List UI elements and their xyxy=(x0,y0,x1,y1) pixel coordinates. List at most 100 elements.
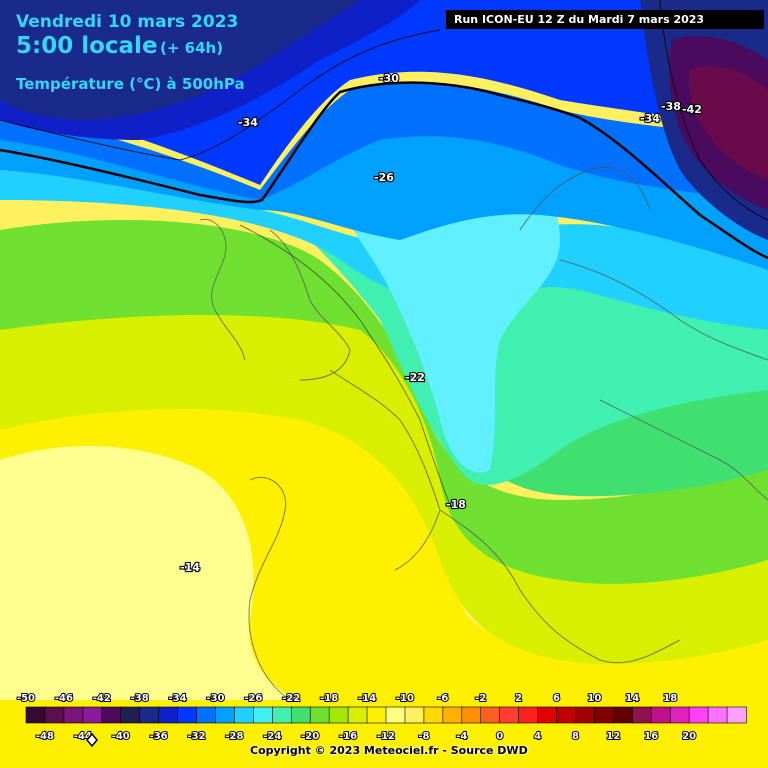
legend-bottom-label: -16 xyxy=(339,731,357,742)
coast-iberia xyxy=(248,476,291,701)
legend-bottom-label: -40 xyxy=(112,731,130,742)
contour-label: -30 xyxy=(379,72,399,85)
legend-bottom-label: -48 xyxy=(36,731,54,742)
legend-top-label: -18 xyxy=(320,693,338,704)
legend-swatch xyxy=(688,706,709,724)
forecast-offset: (+ 64h) xyxy=(160,39,224,57)
legend-top-label: -34 xyxy=(169,693,187,704)
legend-bottom-label: -4 xyxy=(456,731,467,742)
color-legend: -50 -46 -42 -38 -34 -30 -26 -22 -18 -14 -10 -6 -2 2 6 1… xyxy=(16,692,747,748)
coast-france xyxy=(329,369,441,571)
forecast-date: Vendredi 10 mars 2023 xyxy=(16,12,239,32)
legend-swatch xyxy=(537,706,558,724)
legend-swatch xyxy=(556,706,577,724)
legend-swatch xyxy=(82,706,103,724)
legend-swatch xyxy=(177,706,198,724)
legend-top-label: -46 xyxy=(55,693,73,704)
contour-minus34 xyxy=(0,29,441,161)
legend-bottom-label: 20 xyxy=(682,731,696,742)
legend-top-label: 6 xyxy=(553,693,560,704)
legend-bottom-labels: -48 -44 -40 -36 -32 -28 -24 -20 -16 -12 -8 -4 0 4 8 12 1… xyxy=(35,730,697,743)
coast-italy-med xyxy=(439,509,681,664)
legend-bottom-label: -8 xyxy=(418,731,429,742)
legend-swatches xyxy=(25,706,747,724)
legend-bottom-label: -32 xyxy=(187,731,205,742)
legend-swatch xyxy=(423,706,444,724)
legend-swatch xyxy=(613,706,634,724)
legend-top-labels: -50 -46 -42 -38 -34 -30 -26 -22 -18 -14 -10 -6 -2 2 6 1… xyxy=(16,692,678,705)
field-medium-blue xyxy=(0,81,768,200)
legend-cursor-icon xyxy=(86,732,98,748)
field-green xyxy=(0,220,768,584)
contour-label: -18 xyxy=(446,498,466,511)
legend-swatch xyxy=(650,706,672,724)
legend-swatch xyxy=(234,706,255,724)
contour-minus22 xyxy=(239,224,451,506)
coast-balkans xyxy=(599,399,768,501)
contour-label: -38 xyxy=(661,100,681,113)
legend-bottom-label: -36 xyxy=(150,731,168,742)
legend-bottom-label: 0 xyxy=(496,731,503,742)
contour-minus30 xyxy=(0,81,768,260)
legend-swatch xyxy=(215,706,236,724)
legend-swatch xyxy=(309,706,330,724)
legend-swatch xyxy=(347,706,368,724)
contour-label: -22 xyxy=(405,371,425,384)
legend-top-label: 10 xyxy=(587,693,601,704)
contour-label: -34 xyxy=(238,116,258,129)
legend-bottom-label: -28 xyxy=(225,731,243,742)
legend-swatch xyxy=(442,706,463,724)
legend-top-label: -22 xyxy=(282,693,300,704)
legend-swatch xyxy=(196,706,217,724)
legend-bottom-label: -12 xyxy=(377,731,395,742)
legend-swatch xyxy=(404,706,425,724)
field-pale-yellow xyxy=(0,446,300,700)
legend-top-label: -38 xyxy=(131,693,149,704)
legend-swatch xyxy=(25,706,46,724)
contour-label: -14 xyxy=(180,561,200,574)
field-ne-core xyxy=(688,66,768,180)
legend-top-label: -6 xyxy=(437,693,448,704)
contour-label: -42 xyxy=(682,103,702,116)
legend-bottom-label: 16 xyxy=(644,731,658,742)
legend-top-label: -2 xyxy=(475,693,486,704)
legend-swatch xyxy=(632,706,653,724)
legend-bottom-label: -20 xyxy=(301,731,319,742)
legend-swatch xyxy=(290,706,312,724)
contour-label: -26 xyxy=(374,171,394,184)
legend-swatch xyxy=(726,706,747,724)
forecast-time: 5:00 locale xyxy=(16,33,158,59)
legend-top-label: -42 xyxy=(93,693,111,704)
legend-top-label: 14 xyxy=(625,693,639,704)
legend-swatch xyxy=(461,706,482,724)
legend-swatch xyxy=(101,706,122,724)
legend-swatch xyxy=(518,706,539,724)
coast-scandinavia xyxy=(519,166,651,231)
legend-swatch xyxy=(272,706,293,724)
legend-top-label: -50 xyxy=(17,693,35,704)
legend-top-label: -10 xyxy=(396,693,414,704)
legend-swatch xyxy=(385,706,406,724)
copyright-text: Copyright © 2023 Meteociel.fr - Source D… xyxy=(250,744,528,757)
coastlines xyxy=(199,166,768,701)
legend-top-label: 18 xyxy=(663,693,677,704)
legend-swatch xyxy=(480,706,501,724)
legend-swatch xyxy=(499,706,520,724)
legend-swatch xyxy=(366,706,387,724)
run-info-box: Run ICON-EU 12 Z du Mardi 7 mars 2023 xyxy=(446,10,764,29)
coast-britain xyxy=(269,229,351,381)
legend-swatch xyxy=(707,706,728,724)
legend-swatch xyxy=(328,706,349,724)
legend-swatch xyxy=(253,706,274,724)
parameter-title: Température (°C) à 500hPa xyxy=(16,75,245,93)
legend-swatch xyxy=(594,706,615,724)
contour-label: -34 xyxy=(640,112,660,125)
legend-top-label: -30 xyxy=(206,693,224,704)
legend-swatch xyxy=(158,706,179,724)
legend-top-label: -14 xyxy=(358,693,376,704)
field-navy xyxy=(0,0,360,120)
legend-bottom-label: 8 xyxy=(572,731,579,742)
